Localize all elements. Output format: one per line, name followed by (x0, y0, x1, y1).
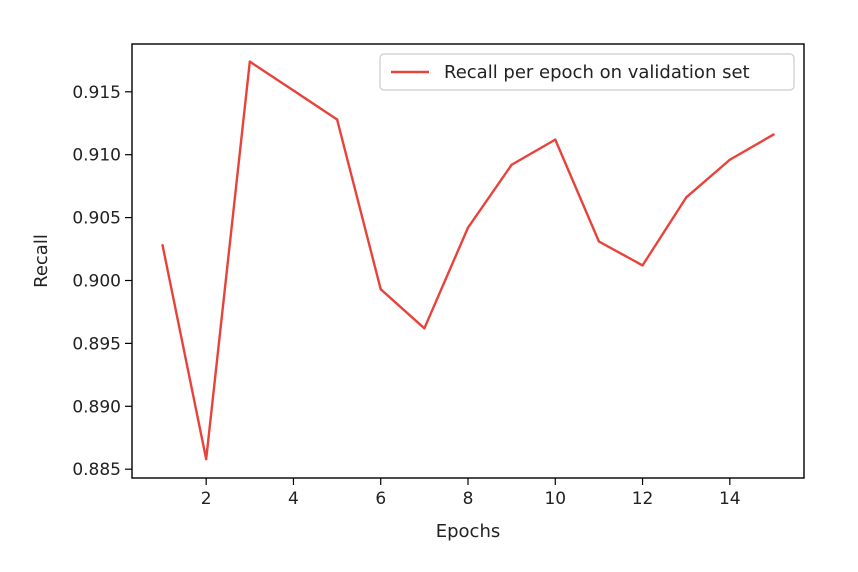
y-tick-label: 0.890 (72, 397, 121, 417)
data-point (641, 264, 644, 267)
data-point (466, 226, 470, 229)
x-tick-label: 10 (544, 489, 566, 509)
data-point (248, 60, 252, 63)
x-tick-label: 14 (719, 489, 741, 509)
data-point (772, 133, 775, 136)
data-point (204, 457, 208, 461)
y-axis-label: Recall (31, 234, 52, 288)
x-tick-label: 12 (632, 489, 654, 509)
y-tick-label: 0.910 (72, 146, 121, 166)
data-point (423, 327, 426, 330)
y-tick-label: 0.905 (72, 209, 121, 229)
data-point (728, 158, 732, 161)
data-point (379, 288, 382, 291)
series-layer (161, 60, 775, 461)
legend-box (379, 53, 795, 91)
y-tick-label: 0.900 (72, 271, 121, 291)
data-point (510, 163, 513, 166)
y-tick-label: 0.915 (72, 83, 121, 103)
data-point (292, 89, 295, 92)
x-axis-label: Epochs (436, 521, 501, 542)
y-axis-ticks: 0.885 0.890 0.895 0.900 0.905 0.910 0.915 (72, 83, 132, 480)
y-tick-label: 0.895 (72, 334, 121, 354)
x-axis-ticks: 2 4 6 8 10 12 14 (201, 478, 741, 509)
legend: Recall per epoch on validation set (379, 53, 795, 91)
plot-frame (131, 43, 805, 479)
data-point (684, 196, 688, 199)
y-tick-label: 0.885 (72, 460, 121, 480)
data-point (597, 240, 601, 243)
x-tick-label: 4 (288, 489, 299, 509)
data-point (161, 244, 164, 247)
data-point (335, 118, 339, 121)
x-tick-label: 8 (463, 489, 474, 509)
legend-label: Recall per epoch on validation set (444, 62, 750, 83)
x-tick-label: 2 (201, 489, 212, 509)
x-tick-label: 6 (375, 489, 386, 509)
data-point (554, 138, 557, 141)
